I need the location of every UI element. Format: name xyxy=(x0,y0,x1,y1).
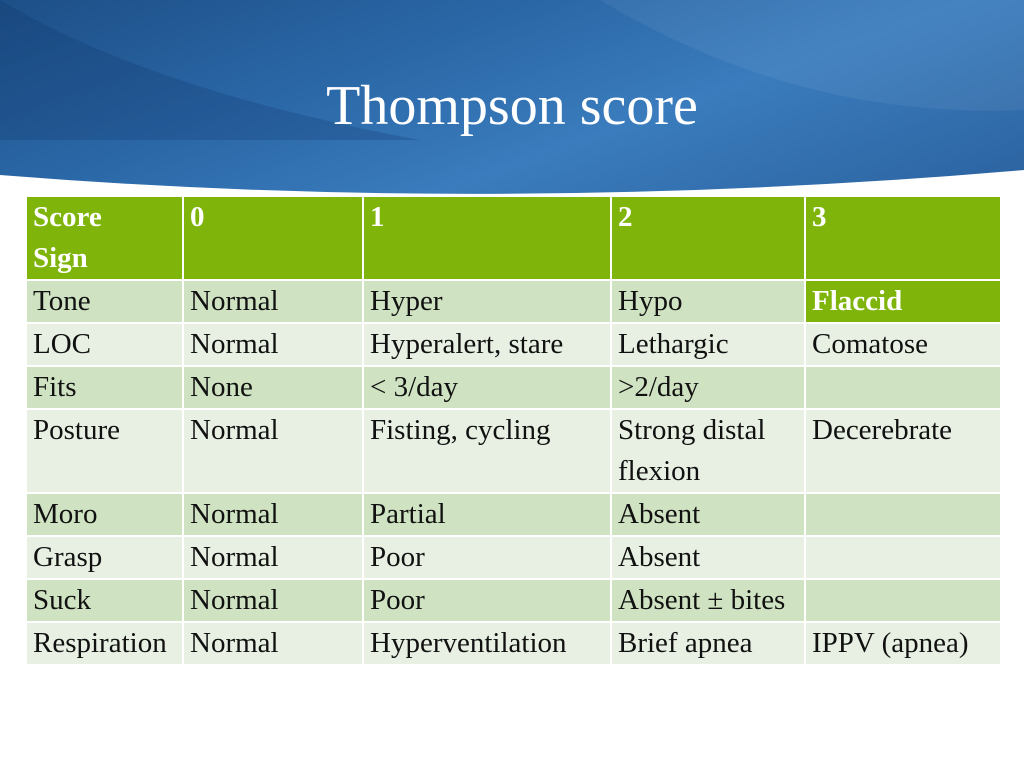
score-1-cell: Partial xyxy=(364,494,610,535)
score-3-cell xyxy=(806,494,1000,535)
table-row: LOC Normal Hyperalert, stare Lethargic C… xyxy=(27,324,1000,365)
header-score-0: 0 xyxy=(184,197,362,279)
table-row: Fits None < 3/day >2/day xyxy=(27,367,1000,408)
header-row: Score Sign 0 1 2 3 xyxy=(27,197,1000,279)
score-0-cell: Normal xyxy=(184,281,362,322)
sign-cell: Posture xyxy=(27,410,182,492)
score-1-cell: Poor xyxy=(364,537,610,578)
header-score-3: 3 xyxy=(806,197,1000,279)
score-2-cell: Hypo xyxy=(612,281,804,322)
sign-cell: Respiration xyxy=(27,623,182,664)
score-1-cell: Hyperventilation xyxy=(364,623,610,664)
score-1-cell: Hyper xyxy=(364,281,610,322)
score-0-cell: Normal xyxy=(184,537,362,578)
score-0-cell: Normal xyxy=(184,324,362,365)
score-0-cell: Normal xyxy=(184,494,362,535)
table-row: Tone Normal Hyper Hypo Flaccid xyxy=(27,281,1000,322)
score-0-cell: Normal xyxy=(184,623,362,664)
score-3-cell xyxy=(806,537,1000,578)
score-0-cell: None xyxy=(184,367,362,408)
score-3-cell xyxy=(806,367,1000,408)
score-2-cell: Strong distal flexion xyxy=(612,410,804,492)
sign-cell: Fits xyxy=(27,367,182,408)
header-score-sign-text: Score Sign xyxy=(33,201,102,274)
sign-cell: LOC xyxy=(27,324,182,365)
score-3-cell: Comatose xyxy=(806,324,1000,365)
score-3-cell: IPPV (apnea) xyxy=(806,623,1000,664)
score-1-cell: Fisting, cycling xyxy=(364,410,610,492)
score-3-cell xyxy=(806,580,1000,621)
score-0-cell: Normal xyxy=(184,580,362,621)
thompson-score-table: Score Sign 0 1 2 3 Tone Normal Hyper Hyp… xyxy=(25,195,1002,666)
table-row: Moro Normal Partial Absent xyxy=(27,494,1000,535)
header-score-sign: Score Sign xyxy=(27,197,182,279)
header-score-1: 1 xyxy=(364,197,610,279)
score-0-cell: Normal xyxy=(184,410,362,492)
table-row: Posture Normal Fisting, cycling Strong d… xyxy=(27,410,1000,492)
sign-cell: Tone xyxy=(27,281,182,322)
score-2-cell: Brief apnea xyxy=(612,623,804,664)
slide-title: Thompson score xyxy=(326,75,698,137)
score-2-cell: Lethargic xyxy=(612,324,804,365)
table-row: Respiration Normal Hyperventilation Brie… xyxy=(27,623,1000,664)
score-2-cell: Absent xyxy=(612,537,804,578)
score-2-cell: >2/day xyxy=(612,367,804,408)
header-score-2: 2 xyxy=(612,197,804,279)
score-1-cell: < 3/day xyxy=(364,367,610,408)
sign-cell: Grasp xyxy=(27,537,182,578)
score-2-cell: Absent xyxy=(612,494,804,535)
score-1-cell: Hyperalert, stare xyxy=(364,324,610,365)
score-1-cell: Poor xyxy=(364,580,610,621)
table-row: Suck Normal Poor Absent ± bites xyxy=(27,580,1000,621)
table-row: Grasp Normal Poor Absent xyxy=(27,537,1000,578)
score-3-cell-flaccid: Flaccid xyxy=(806,281,1000,322)
sign-cell: Moro xyxy=(27,494,182,535)
score-2-cell: Absent ± bites xyxy=(612,580,804,621)
header-band xyxy=(0,0,1024,215)
score-3-cell: Decerebrate xyxy=(806,410,1000,492)
sign-cell: Suck xyxy=(27,580,182,621)
